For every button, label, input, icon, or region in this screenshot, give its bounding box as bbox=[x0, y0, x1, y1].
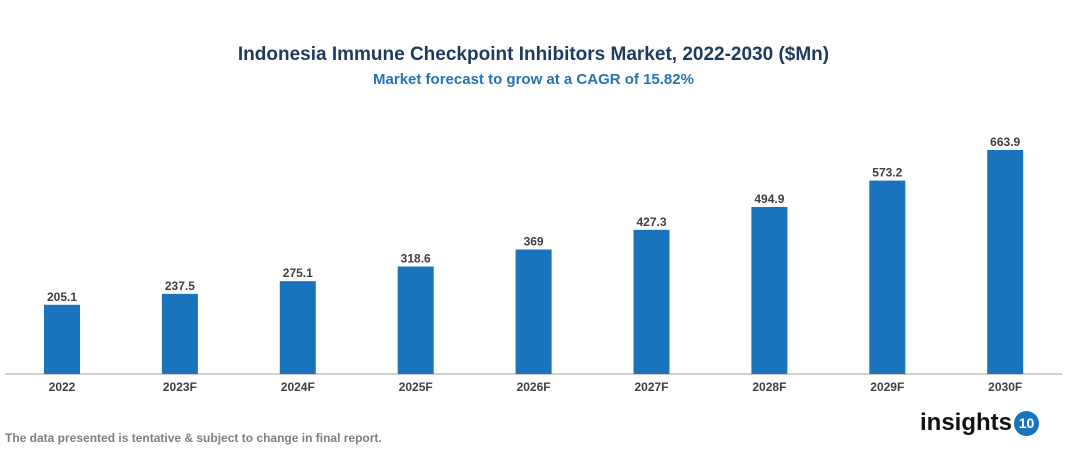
x-tick-label: 2023F bbox=[163, 380, 197, 394]
bar-2025F bbox=[397, 266, 434, 374]
bar-2024F bbox=[279, 281, 316, 374]
bar-2028F bbox=[751, 207, 788, 374]
x-tick-label: 2028F bbox=[752, 380, 786, 394]
chart-subtitle: Market forecast to grow at a CAGR of 15.… bbox=[373, 71, 694, 88]
bar-2027F bbox=[633, 229, 670, 374]
bar-2026F bbox=[515, 249, 552, 374]
data-label: 318.6 bbox=[401, 252, 431, 266]
logo-text: insights bbox=[920, 409, 1013, 436]
insights10-logo: insights 10 bbox=[920, 409, 1040, 437]
bar-2030F bbox=[987, 150, 1024, 374]
x-tick-label: 2022 bbox=[49, 380, 76, 394]
data-label: 663.9 bbox=[990, 135, 1020, 149]
x-tick-label: 2024F bbox=[281, 380, 315, 394]
x-tick-label: 2027F bbox=[634, 380, 668, 394]
data-label: 573.2 bbox=[872, 166, 902, 180]
data-label: 205.1 bbox=[47, 290, 77, 304]
bar-2029F bbox=[869, 180, 906, 374]
bar-2023F bbox=[161, 293, 198, 374]
data-label: 427.3 bbox=[636, 215, 666, 229]
data-label: 237.5 bbox=[165, 279, 195, 293]
logo-badge: 10 bbox=[1014, 410, 1040, 436]
x-tick-label: 2025F bbox=[399, 380, 433, 394]
bar-2022 bbox=[44, 304, 80, 374]
data-label: 369 bbox=[524, 234, 544, 248]
x-tick-label: 2030F bbox=[988, 380, 1022, 394]
chart-title: Indonesia Immune Checkpoint Inhibitors M… bbox=[237, 44, 830, 65]
x-tick-label: 2026F bbox=[517, 380, 551, 394]
data-label: 275.1 bbox=[283, 266, 313, 280]
data-label: 494.9 bbox=[754, 192, 784, 206]
x-tick-label: 2029F bbox=[870, 380, 904, 394]
disclaimer-note: The data presented is tentative & subjec… bbox=[5, 431, 382, 445]
